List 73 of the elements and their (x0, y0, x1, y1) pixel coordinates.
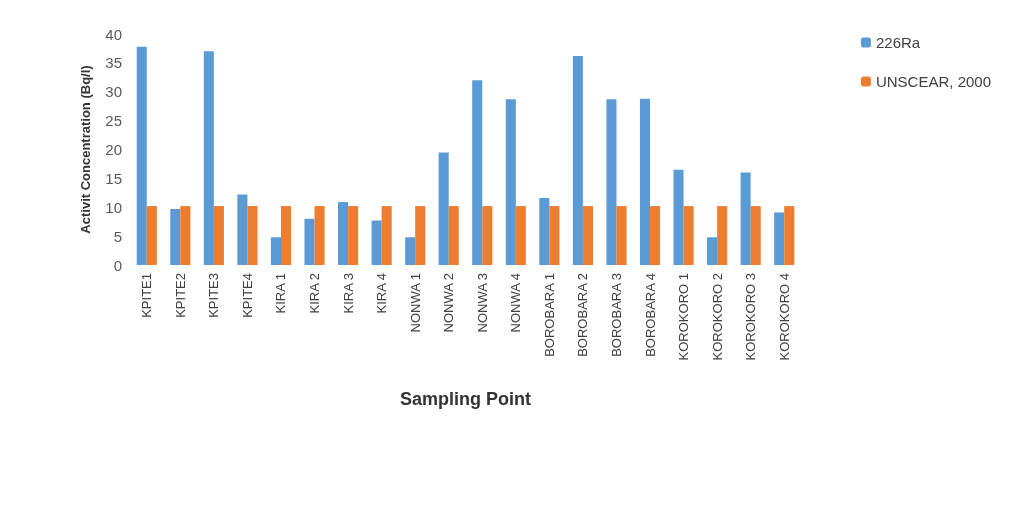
bar (572, 55, 583, 265)
bar (415, 206, 426, 265)
x-tick-label: NONWA 1 (407, 273, 423, 333)
x-tick-label: KOROKORO 4 (776, 273, 792, 361)
bar (237, 194, 248, 265)
bar (639, 98, 651, 265)
bar (774, 212, 785, 265)
bar (683, 206, 694, 265)
bar (405, 237, 416, 265)
x-tick-label: KPITE1 (139, 273, 155, 318)
x-tick-label: KIRA 3 (340, 273, 356, 314)
bar (482, 206, 493, 265)
x-tick-label: KPITE3 (206, 273, 222, 318)
x-tick-label: KIRA 1 (273, 273, 289, 314)
bar (717, 206, 728, 265)
y-tick-label: 5 (113, 227, 122, 245)
x-tick-label: KPITE2 (172, 273, 188, 318)
bar (740, 172, 751, 265)
bar (146, 206, 157, 265)
bar (673, 169, 684, 265)
bar (270, 237, 281, 265)
bar (348, 206, 359, 265)
y-tick-label: 0 (113, 256, 122, 274)
bar (707, 237, 718, 265)
x-tick-label: BOROBARA 3 (608, 273, 624, 357)
x-tick-label: NONWA 3 (474, 273, 490, 333)
x-tick-label: KOROKORO 1 (676, 273, 692, 361)
x-tick-label: BOROBARA 1 (541, 273, 557, 357)
bar (280, 206, 292, 265)
x-axis-title: Sampling Point (399, 389, 532, 409)
bar (784, 206, 795, 265)
y-tick-label: 10 (105, 198, 122, 216)
bar (616, 206, 627, 265)
bar (203, 51, 214, 265)
bar (505, 99, 516, 265)
x-tick-label: KIRA 2 (307, 273, 323, 314)
bar (170, 208, 181, 265)
bar (371, 220, 382, 265)
y-tick-label: 35 (105, 54, 122, 72)
bar (381, 206, 392, 265)
bar (549, 206, 560, 265)
x-tick-label: BOROBARA 2 (575, 273, 591, 357)
y-tick-label: 15 (105, 169, 122, 187)
bar (136, 46, 147, 265)
bar (472, 80, 483, 265)
y-tick-label: 25 (105, 112, 122, 130)
bar (582, 206, 593, 265)
bar (247, 206, 258, 265)
x-tick-label: NONWA 2 (441, 273, 457, 333)
x-tick-label: BOROBARA 4 (642, 273, 658, 357)
legend-label: UNSCEAR, 2000 (875, 73, 992, 90)
bar (650, 206, 661, 265)
bar (515, 206, 526, 265)
x-tick-label: KOROKORO 2 (709, 273, 725, 361)
bar (304, 218, 315, 265)
y-axis-title: Activit Concentration (Bq/l) (78, 65, 93, 234)
bar (213, 206, 224, 265)
bar (438, 152, 449, 265)
y-tick-label: 20 (105, 141, 122, 158)
y-tick-label: 30 (105, 83, 122, 101)
bar (539, 198, 550, 265)
bar (448, 206, 459, 265)
x-tick-label: KIRA 4 (374, 273, 390, 314)
legend-label: 226Ra (875, 34, 921, 51)
bar (750, 206, 761, 265)
bar (314, 206, 325, 265)
bar (180, 206, 191, 265)
x-tick-label: KOROKORO 3 (743, 273, 759, 361)
x-tick-label: KPITE4 (239, 273, 255, 318)
y-tick-label: 40 (105, 25, 122, 43)
bar (606, 99, 617, 265)
bar (338, 202, 349, 265)
x-tick-label: NONWA 4 (508, 273, 524, 333)
